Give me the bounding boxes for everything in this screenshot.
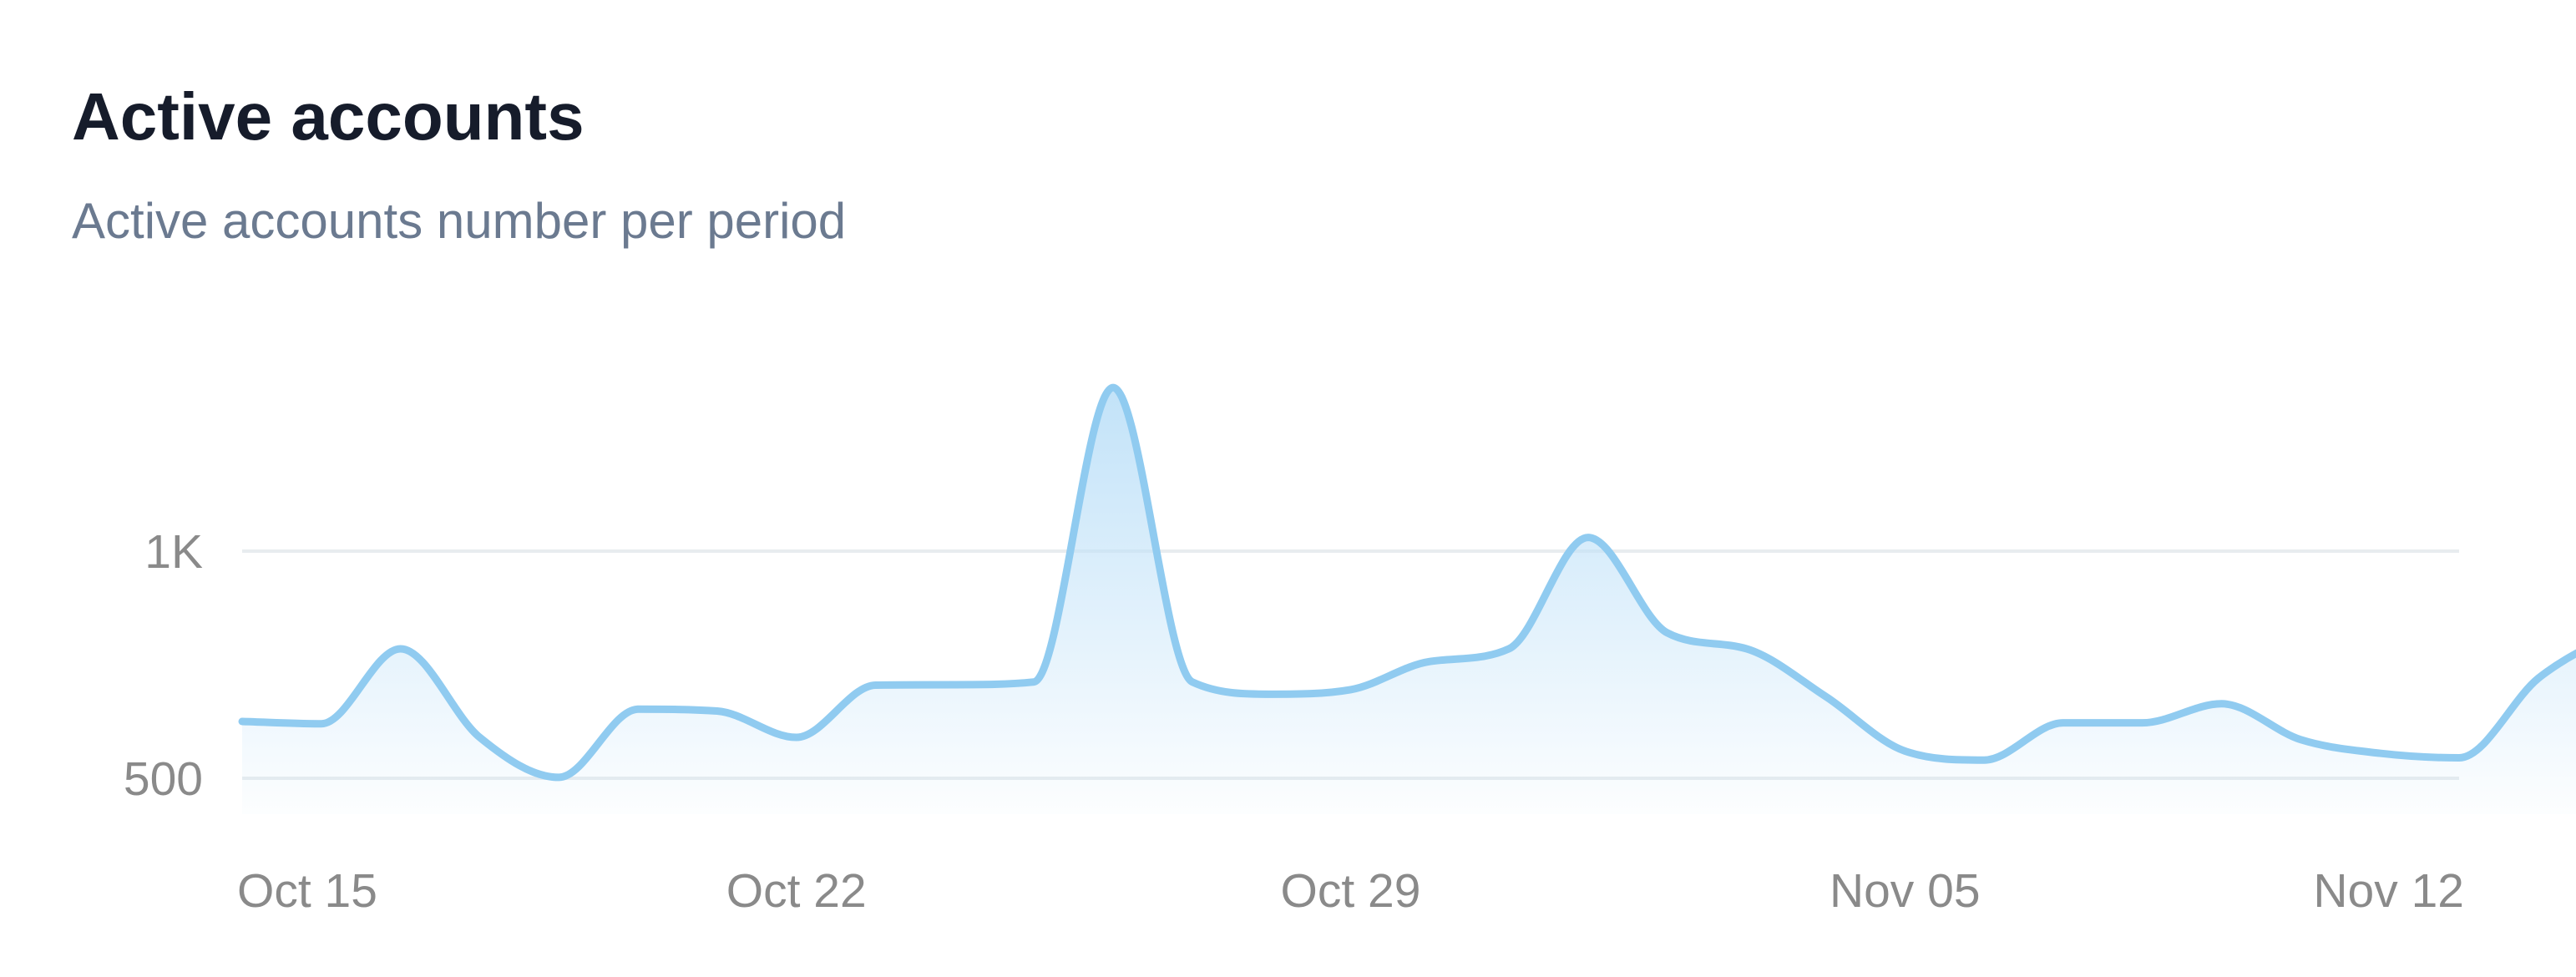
data-point[interactable] [313,716,330,732]
area-layer [242,387,2576,814]
data-point[interactable] [868,676,884,693]
data-point[interactable] [2451,750,2467,767]
data-point[interactable] [709,702,726,719]
data-point[interactable] [2214,696,2230,712]
data-point[interactable] [1184,674,1201,691]
x-tick-label: Nov 12 [2313,864,2464,918]
data-point[interactable] [1738,640,1755,657]
x-tick-label: Oct 29 [1281,864,1421,918]
data-point[interactable] [788,729,805,746]
data-point[interactable] [1343,681,1359,698]
data-point[interactable] [392,640,409,657]
data-point[interactable] [1580,529,1597,546]
y-tick-label: 500 [124,752,203,806]
data-point[interactable] [1896,742,1913,759]
data-point[interactable] [550,769,567,786]
x-tick-label: Nov 05 [1830,864,1981,918]
data-point[interactable] [471,729,488,746]
data-point[interactable] [234,713,251,730]
data-point[interactable] [1659,625,1676,641]
chart-subtitle: Active accounts number per period [72,193,847,249]
data-point[interactable] [2134,715,2151,731]
line-layer [238,383,2576,782]
series-area [242,387,2576,814]
data-point[interactable] [1263,686,1280,702]
data-point[interactable] [1817,688,1834,705]
y-axis-ticks: 500 1K [124,525,203,806]
series-line [238,383,2576,782]
data-point[interactable] [946,676,963,693]
data-point[interactable] [1976,752,1992,768]
chart-title: Active accounts [72,79,585,154]
data-point[interactable] [2055,715,2072,731]
data-point[interactable] [2371,745,2388,762]
data-point[interactable] [2530,670,2547,686]
data-point[interactable] [630,701,646,717]
x-tick-label: Oct 15 [237,864,377,918]
data-point[interactable] [1025,674,1042,691]
y-tick-label: 1K [144,525,203,579]
x-axis-ticks: Oct 15 Oct 22 Oct 29 Nov 05 Nov 12 [237,864,2464,918]
data-point[interactable] [1421,653,1438,670]
data-point[interactable] [2292,731,2309,748]
x-tick-label: Oct 22 [726,864,867,918]
data-point[interactable] [1501,640,1517,657]
data-point[interactable] [1105,379,1121,396]
